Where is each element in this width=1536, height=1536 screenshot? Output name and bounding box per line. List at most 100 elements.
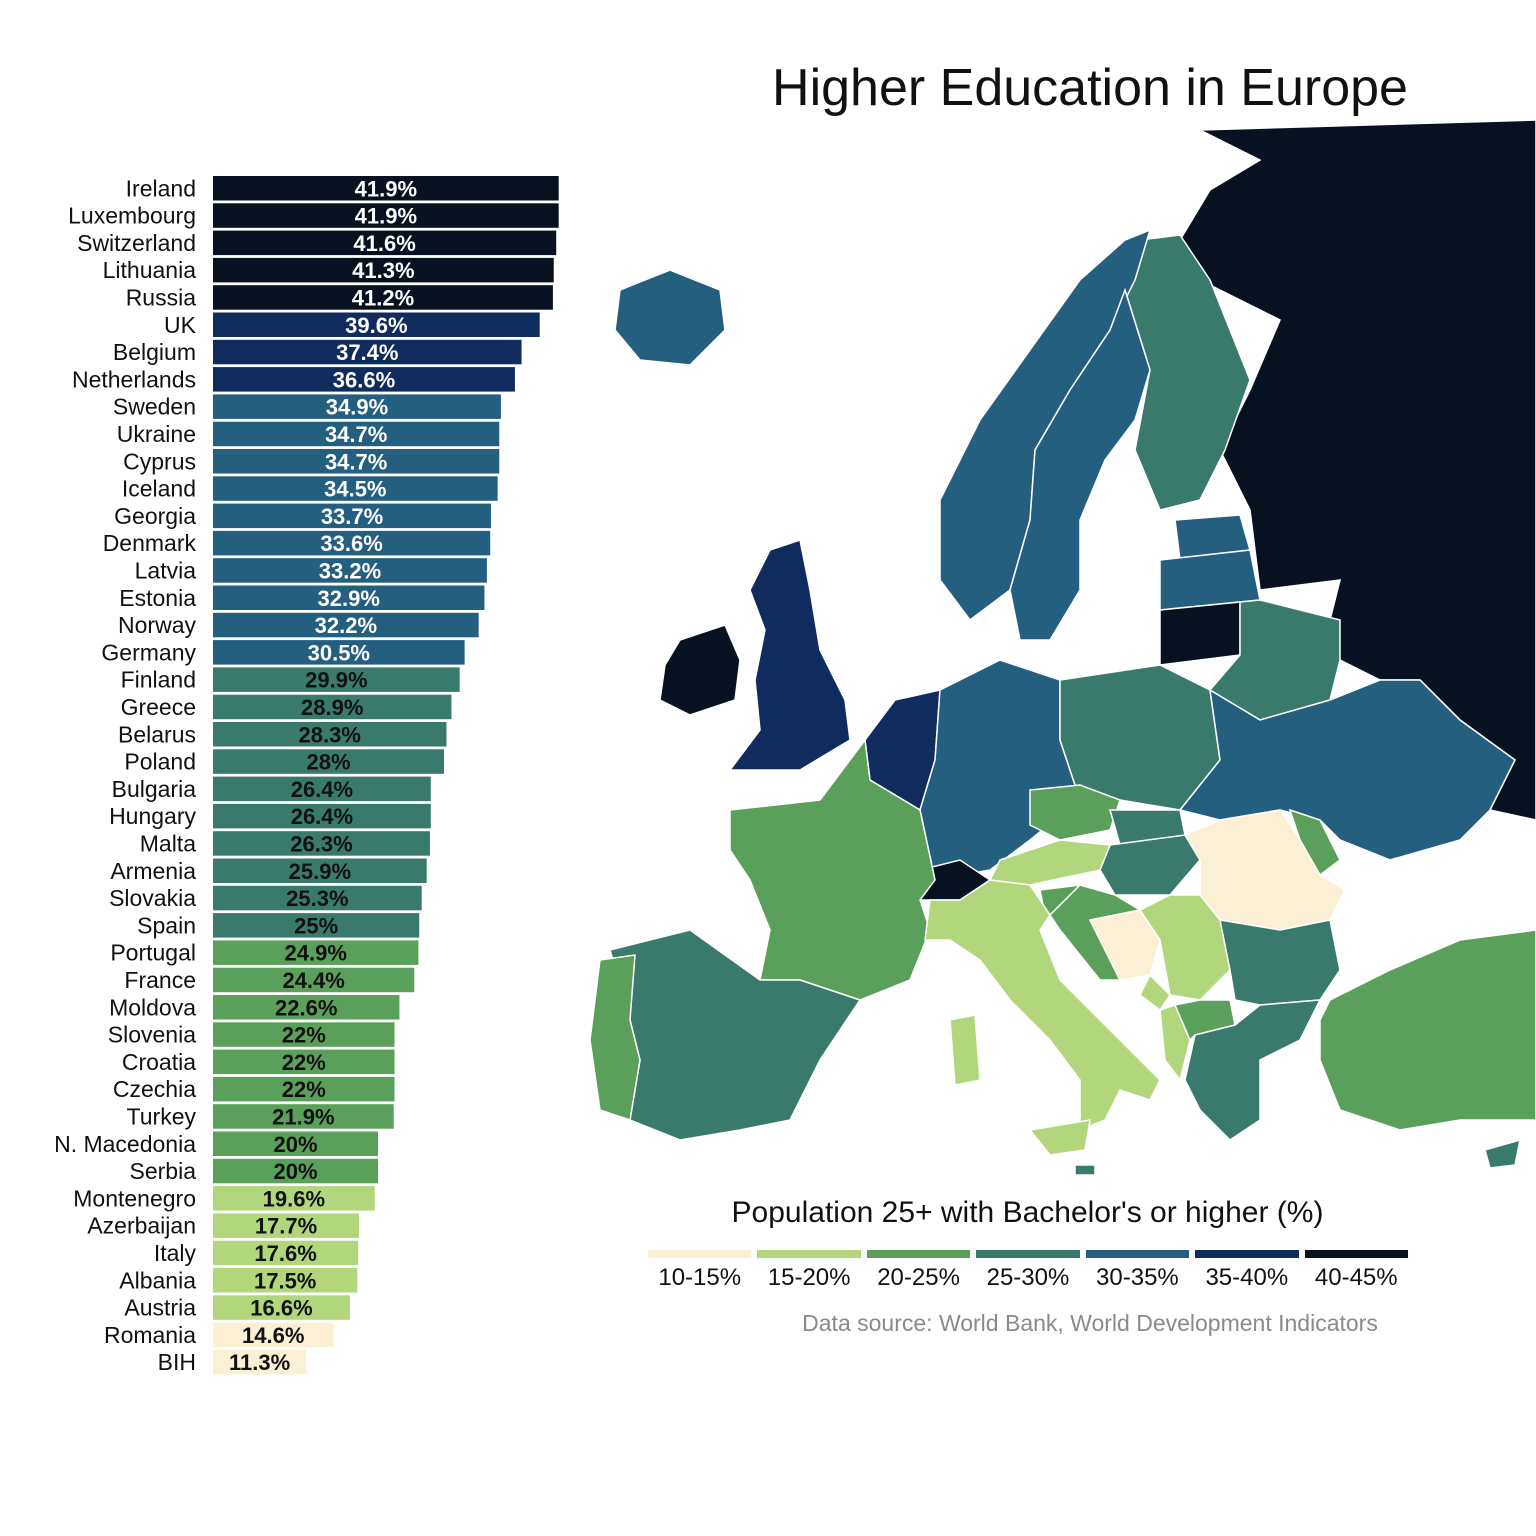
bar-malta (213, 831, 430, 856)
bar-label-greece: Greece (121, 694, 196, 720)
bar-label-luxembourg: Luxembourg (68, 203, 196, 229)
bar-label-uk: UK (164, 312, 197, 338)
bar-label-ukraine: Ukraine (117, 421, 196, 447)
bar-label-germany: Germany (101, 639, 196, 665)
bar-value-montenegro: 19.6% (263, 1186, 325, 1211)
bar-czechia (213, 1076, 395, 1102)
bar-label-montenegro: Montenegro (73, 1185, 196, 1211)
legend-label-5: 35-40% (1205, 1264, 1289, 1291)
bar-value-portugal: 24.9% (285, 941, 347, 966)
bar-value-norway: 32.2% (315, 613, 377, 638)
map-country-bih (1088, 909, 1161, 981)
bar-georgia (213, 503, 492, 529)
bar-france (213, 967, 415, 993)
bar-value-romania: 14.6% (242, 1323, 304, 1348)
bar-label-cyprus: Cyprus (123, 448, 196, 474)
map-country-moldova (1288, 808, 1341, 877)
bar-turkey (213, 1104, 394, 1129)
map-country-iceland (614, 269, 726, 366)
bar-norway (213, 612, 479, 638)
bar-azerbaijan (213, 1213, 360, 1238)
bar-armenia (213, 858, 427, 883)
map-country-romania (1183, 809, 1346, 931)
bar-value-czechia: 22% (282, 1077, 326, 1102)
bar-portugal (213, 940, 419, 965)
bar-label-belarus: Belarus (118, 721, 196, 747)
bar-value-ukraine: 34.7% (325, 422, 387, 447)
bar-value-moldova: 22.6% (275, 995, 337, 1020)
bar-value-bih: 11.3% (229, 1350, 290, 1375)
bar-value-russia: 41.2% (352, 285, 414, 310)
legend-label-3: 25-30% (986, 1264, 1070, 1291)
bar-value-slovakia: 25.3% (286, 886, 348, 911)
bar-value-france: 24.4% (282, 968, 344, 993)
legend-label-2: 20-25% (877, 1264, 960, 1291)
bar-value-belarus: 28.3% (299, 722, 361, 747)
bar-label-poland: Poland (124, 749, 196, 775)
map-country-ukraine (1178, 679, 1516, 861)
legend-labels: 10-15% 15-20% 20-25% 25-30% 30-35% 35-40% 40-4… (648, 1264, 1408, 1292)
bar-latvia (213, 558, 487, 583)
map-country-sardinia (949, 1014, 981, 1086)
bar-switzerland (213, 230, 557, 256)
bar-label-ireland: Ireland (126, 175, 196, 201)
legend-swatch-3 (976, 1250, 1080, 1258)
bar-value-azerbaijan: 17.7% (255, 1214, 317, 1239)
bar-value-switzerland: 41.6% (353, 231, 415, 256)
bar-label-italy: Italy (154, 1240, 197, 1266)
bar-value-turkey: 21.9% (272, 1104, 334, 1129)
bar-belgium (213, 339, 522, 365)
bar-bih (213, 1349, 307, 1375)
legend-label-6: 40-45% (1314, 1264, 1398, 1291)
bar-romania (213, 1322, 334, 1348)
legend-swatch-5 (1195, 1250, 1299, 1258)
legend-label-0: 10-15% (658, 1264, 742, 1291)
legend-title: Population 25+ with Bachelor's or higher… (731, 1196, 1324, 1229)
bar-value-n-macedonia: 20% (273, 1132, 317, 1157)
bar-value-hungary: 26.4% (291, 804, 353, 829)
map-country-portugal (589, 954, 641, 1121)
bar-value-estonia: 32.9% (318, 586, 380, 611)
bar-netherlands (213, 367, 515, 392)
bar-value-denmark: 33.6% (320, 531, 382, 556)
bar-bulgaria (213, 776, 431, 802)
map-country-bulgaria (1219, 919, 1341, 1006)
bar-iceland (213, 476, 498, 501)
bar-label-spain: Spain (137, 912, 196, 938)
bar-value-italy: 17.6% (254, 1241, 316, 1266)
map-country-greece (1184, 999, 1322, 1141)
map-country-sicily (1028, 1119, 1091, 1156)
bar-label-finland: Finland (121, 667, 196, 693)
bar-value-lithuania: 41.3% (352, 258, 414, 283)
bar-label-romania: Romania (104, 1322, 196, 1348)
bar-label-turkey: Turkey (127, 1103, 197, 1129)
bar-belarus (213, 722, 447, 747)
bar-austria (213, 1295, 350, 1320)
bar-label-albania: Albania (119, 1267, 196, 1293)
bar-value-germany: 30.5% (308, 640, 370, 665)
map-country-cyprus (1484, 1138, 1521, 1169)
bar-label-latvia: Latvia (135, 557, 197, 583)
bar-value-greece: 28.9% (301, 695, 363, 720)
bar-finland (213, 667, 460, 692)
map-country-malta (1074, 1164, 1096, 1176)
map-country-uk (728, 539, 851, 771)
map-country-turkey (1319, 929, 1536, 1131)
bar-value-serbia: 20% (273, 1159, 317, 1184)
bar-value-armenia: 25.9% (289, 859, 351, 884)
bar-hungary (213, 803, 431, 829)
bar-value-ireland: 41.9% (355, 176, 417, 201)
bar-label-n-macedonia: N. Macedonia (54, 1131, 196, 1157)
bar-label-sweden: Sweden (113, 394, 196, 420)
bar-value-slovenia: 22% (282, 1023, 326, 1048)
bar-value-austria: 16.6% (250, 1296, 312, 1321)
legend-swatch-0 (648, 1250, 752, 1258)
bar-n-macedonia (213, 1131, 378, 1156)
map-country-montenegro (1139, 973, 1171, 1012)
bar-value-bulgaria: 26.4% (291, 777, 353, 802)
bar-sweden (213, 394, 501, 419)
bar-label-slovenia: Slovenia (108, 1022, 196, 1048)
data-source-note: Data source: World Bank, World Developme… (802, 1310, 1378, 1336)
bar-label-czechia: Czechia (113, 1076, 196, 1102)
bar-value-sweden: 34.9% (326, 395, 388, 420)
